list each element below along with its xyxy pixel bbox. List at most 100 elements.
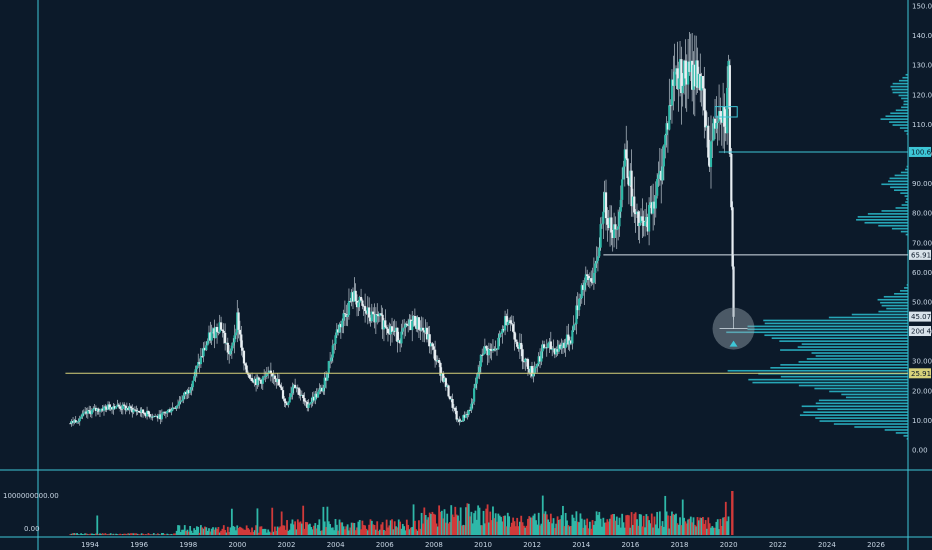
- volume-bar: [276, 526, 279, 535]
- volume-bar: [147, 533, 150, 535]
- volume-bar: [331, 527, 334, 535]
- volume-profile-bar: [889, 121, 908, 123]
- candle-body: [704, 110, 707, 128]
- candle-body: [547, 343, 550, 348]
- candle-body: [731, 207, 734, 267]
- volume-profile-bar: [811, 352, 908, 354]
- y-tick-label: 50.00: [912, 299, 932, 307]
- candle-body: [308, 403, 312, 405]
- candle-body: [257, 377, 260, 380]
- candle-body: [506, 321, 509, 326]
- candle-body: [513, 331, 516, 340]
- volume-bar: [723, 517, 726, 535]
- volume-bar: [412, 504, 415, 535]
- volume-profile-bar: [903, 103, 908, 106]
- candle-body: [586, 274, 589, 277]
- candle-body: [544, 347, 547, 349]
- volume-profile-bar: [801, 405, 908, 408]
- volume-bar: [271, 507, 274, 535]
- candle-body: [201, 356, 204, 357]
- candle-body: [692, 64, 695, 90]
- candle-body: [464, 414, 468, 418]
- candle-body: [295, 387, 298, 389]
- zone-box[interactable]: [714, 106, 738, 118]
- volume-bar: [473, 513, 476, 535]
- candle-body: [329, 360, 332, 362]
- volume-bar: [513, 521, 516, 535]
- candle-body: [211, 328, 215, 332]
- volume-bar: [466, 503, 469, 535]
- volume-profile-bar: [900, 171, 908, 174]
- volume-bar: [703, 523, 706, 535]
- candle-body: [254, 378, 258, 386]
- volume-bar: [675, 513, 677, 535]
- volume-bar: [154, 534, 157, 535]
- candle-body: [296, 387, 299, 389]
- candle-body: [327, 361, 330, 374]
- candle-body: [292, 384, 295, 388]
- volume-profile-bar: [815, 417, 908, 419]
- volume-profile-bar: [898, 94, 908, 97]
- candle-body: [642, 220, 645, 226]
- candle-body: [580, 285, 583, 299]
- candle-body: [127, 407, 130, 410]
- candle-body: [532, 373, 535, 377]
- candle-body: [518, 342, 521, 349]
- candle-body: [712, 118, 715, 141]
- candle-body: [238, 329, 242, 335]
- volume-bar: [658, 511, 661, 535]
- volume-bar: [467, 503, 470, 535]
- candle-body: [226, 342, 229, 353]
- volume-profile-bar: [726, 331, 908, 334]
- candle-body: [320, 387, 324, 392]
- volume-bar: [646, 516, 649, 535]
- volume-bar: [423, 507, 426, 535]
- volume-profile-bar: [878, 224, 908, 227]
- volume-bar: [551, 523, 554, 535]
- candle-body: [610, 217, 613, 233]
- candle-body: [520, 342, 523, 350]
- volume-bar: [559, 519, 562, 535]
- candle-body: [224, 332, 227, 344]
- volume-bar: [641, 526, 644, 535]
- price-tag-label: 100.69: [911, 148, 932, 156]
- candle-body: [680, 59, 683, 94]
- volume-bar: [660, 525, 663, 535]
- volume-bar: [440, 510, 443, 535]
- volume-bar: [489, 511, 492, 535]
- volume-profile-bar: [815, 402, 908, 405]
- volume-bar: [463, 525, 466, 535]
- candle-body: [330, 357, 333, 361]
- candle-body: [88, 410, 91, 412]
- volume-bar: [318, 519, 321, 535]
- volume-bar: [220, 530, 222, 535]
- candle-body: [717, 111, 721, 122]
- volume-bar: [111, 534, 113, 535]
- price-tag-label: 45.07: [911, 313, 931, 321]
- candle-body: [148, 414, 151, 417]
- price-tag: [909, 311, 931, 322]
- candle-body: [133, 409, 137, 411]
- candle-body: [478, 366, 481, 373]
- volume-bar: [387, 527, 389, 535]
- volume-bar: [339, 522, 342, 535]
- volume-profile-bar: [727, 369, 908, 372]
- price-tag-label: 20d 4h: [911, 328, 932, 336]
- volume-bar: [597, 515, 599, 535]
- candle-body: [381, 314, 384, 330]
- volume-bar: [385, 519, 388, 535]
- candle-body: [693, 64, 696, 87]
- volume-bar: [485, 508, 488, 535]
- volume-bar: [206, 530, 209, 535]
- volume-bar: [140, 533, 143, 535]
- candle-body: [463, 415, 466, 418]
- volume-bar: [700, 517, 703, 535]
- volume-bar: [548, 521, 551, 535]
- volume-bar: [247, 528, 249, 535]
- candle-body: [304, 401, 307, 403]
- volume-bar: [637, 525, 640, 535]
- candle-body: [622, 166, 625, 180]
- volume-bar: [661, 521, 664, 535]
